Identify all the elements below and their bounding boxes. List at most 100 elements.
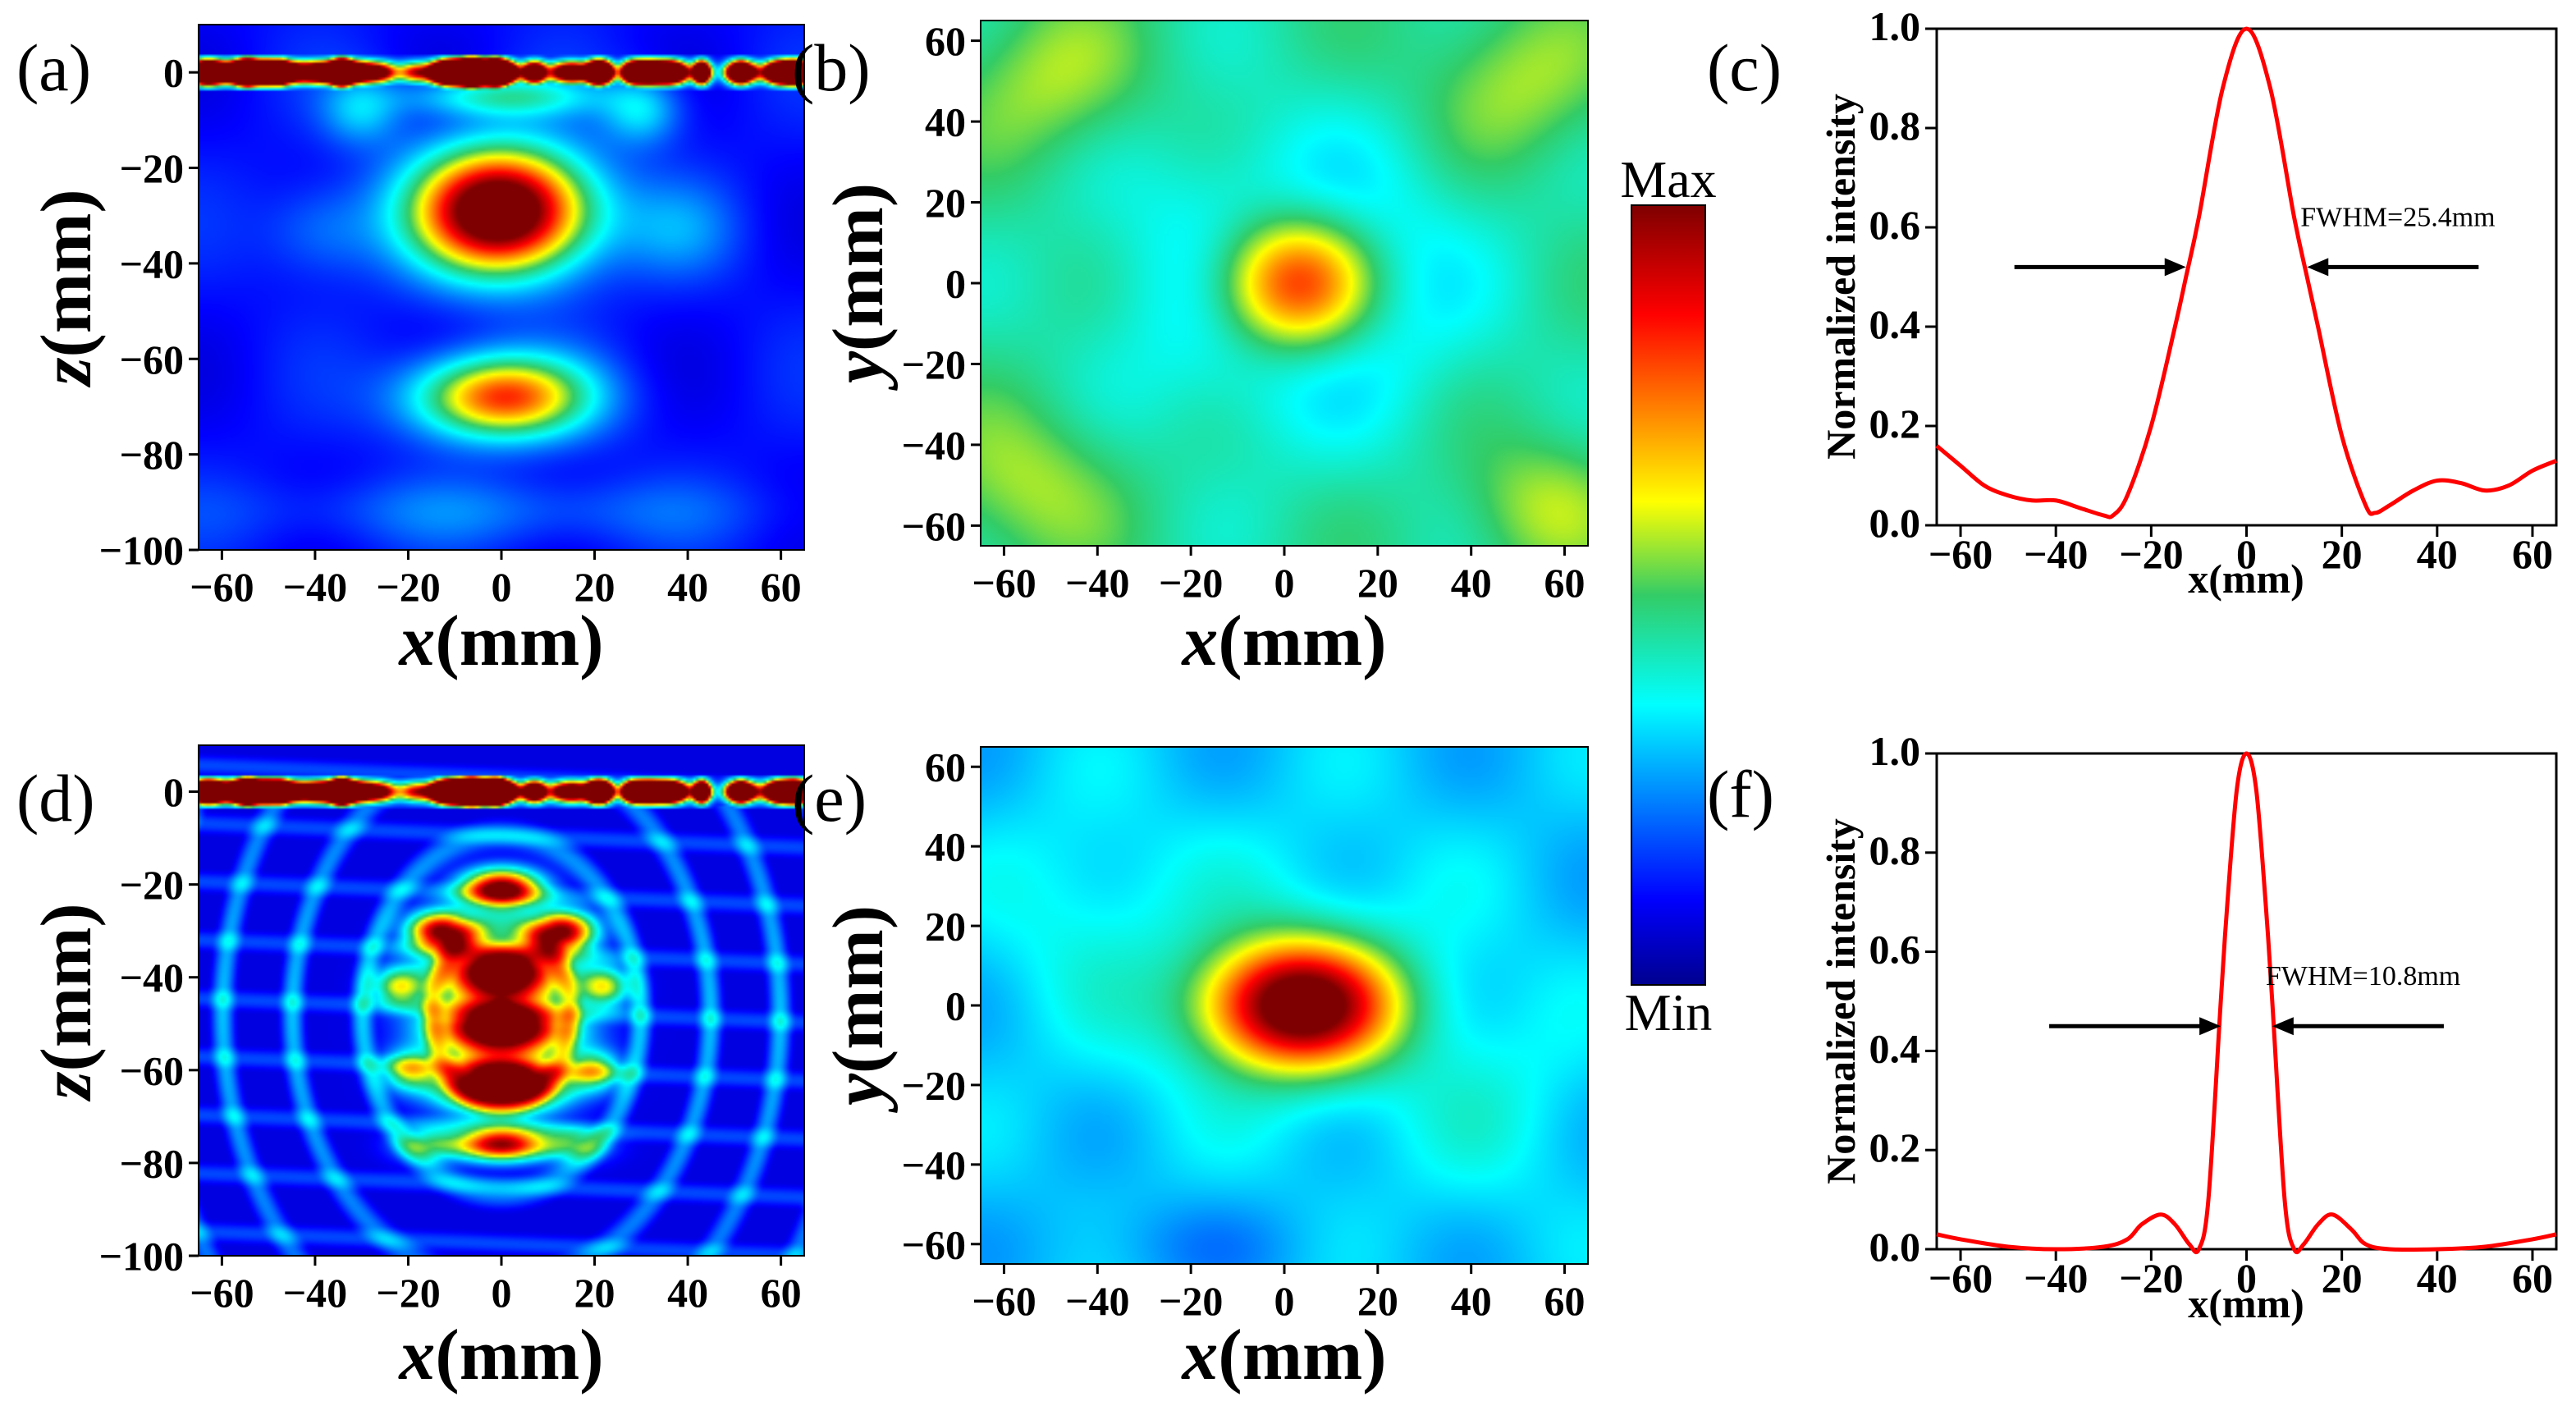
panel-a: (a) −60 −40 −20 0 20 40 60 −100 −80 −60 −40 −20 0 x(… [16, 24, 805, 681]
x-axis-title-a: x(mm) [397, 602, 603, 681]
heatmap-d [199, 745, 804, 1256]
intensity-line [1935, 26, 2557, 520]
x-tick-label: 0 [1274, 560, 1295, 606]
panel-f: (f) −60 −40 −20 0 20 40 60 0.0 0.2 0.4 0.6 0.8 1.0 FW… [1707, 728, 2558, 1326]
x-tick-label: 20 [574, 1270, 615, 1316]
x-tick-label: 60 [1544, 1278, 1585, 1324]
x-axis-title-f: x(mm) [2188, 1280, 2304, 1326]
fwhm-annotation: FWHM=25.4mm [2300, 202, 2495, 232]
y-tick-label: 0.0 [1869, 500, 1921, 546]
fwhm-right-arrowhead [2307, 258, 2329, 277]
fwhm-annotation: FWHM=10.8mm [2266, 961, 2460, 991]
colorbar-max-label: Max [1620, 150, 1716, 208]
x-tick-label: −60 [972, 560, 1036, 606]
y-tick-label: −80 [120, 432, 185, 478]
y-tick-label: 0.6 [1869, 202, 1921, 248]
x-tick-label: −40 [283, 564, 348, 610]
x-tick-label: 40 [1451, 560, 1492, 606]
x-tick-label: −20 [2119, 531, 2184, 577]
y-tick-label: 1.0 [1869, 728, 1921, 774]
y-tick-label: −60 [120, 1047, 185, 1093]
x-tick-label: −60 [1929, 531, 1993, 577]
colorbar-gradient [1631, 204, 1706, 986]
plot-c: −60 −40 −20 0 20 40 60 0.0 0.2 0.4 0.6 0.8 1.0 FWHM=2… [1869, 3, 2557, 577]
panel-label-e: (e) [792, 761, 867, 836]
heatmap-e [981, 747, 1588, 1264]
y-tick-label: 0 [163, 50, 184, 96]
panel-label-b: (b) [792, 30, 871, 105]
panel-label-f: (f) [1707, 757, 1774, 831]
y-axis-title-d: z(mm) [27, 903, 107, 1101]
x-tick-label: 20 [1357, 1278, 1398, 1324]
ticks-a: −60 −40 −20 0 20 40 60 −100 −80 −60 −40 −20 0 [99, 50, 802, 610]
y-tick-label: 40 [925, 824, 966, 870]
panel-c: (c) −60 −40 −20 0 20 40 60 0.0 0.2 0.4 0.6 0.8 1.0 FW… [1707, 3, 2558, 602]
x-tick-label: 0 [2236, 531, 2257, 577]
y-tick-label: 0.2 [1869, 1124, 1921, 1170]
heatmap-a [199, 25, 804, 550]
y-tick-label: 0.0 [1869, 1224, 1921, 1270]
y-tick-label: −60 [120, 337, 185, 382]
x-tick-label: −20 [376, 1270, 441, 1316]
colorbar: Max Min [1620, 150, 1716, 1042]
x-tick-label: 20 [574, 564, 615, 610]
panel-e: (e) −60 −40 −20 0 20 40 60 −60 −40 −20 0 20 40 60 x(m… [792, 744, 1589, 1395]
panel-label-c: (c) [1707, 30, 1782, 105]
x-tick-label: −60 [1929, 1255, 1993, 1301]
x-axis-title-d: x(mm) [397, 1316, 603, 1395]
x-tick-label: 40 [667, 1270, 708, 1316]
panel-b: (b) −60 −40 −20 0 20 40 60 −60 −40 −20 0 20 40 60 x(m… [792, 18, 1589, 681]
x-tick-label: −60 [972, 1278, 1036, 1324]
y-tick-label: −40 [120, 240, 185, 286]
x-tick-label: 20 [2322, 531, 2363, 577]
ticks-b: −60 −40 −20 0 20 40 60 −60 −40 −20 0 20 40 60 [902, 18, 1585, 606]
x-tick-label: 20 [1357, 560, 1398, 606]
y-axis-title-e: y(mm) [819, 905, 899, 1113]
x-tick-label: 60 [2512, 1255, 2553, 1301]
y-tick-label: −40 [902, 1142, 967, 1188]
panel-label-d: (d) [16, 761, 95, 836]
y-tick-label: −60 [902, 503, 967, 549]
y-tick-label: −20 [902, 1062, 967, 1108]
y-tick-label: −100 [99, 1234, 185, 1280]
y-tick-label: −20 [902, 341, 967, 387]
heatmap-b [981, 21, 1588, 546]
y-tick-label: 0 [163, 769, 184, 815]
colorbar-min-label: Min [1625, 983, 1713, 1042]
y-tick-label: 0.8 [1869, 103, 1921, 149]
x-tick-label: −60 [190, 564, 254, 610]
y-axis-title-c: Normalized intensity [1818, 94, 1864, 460]
y-tick-label: 0.8 [1869, 827, 1921, 873]
panel-label-a: (a) [16, 30, 91, 105]
x-tick-label: −40 [1065, 1278, 1130, 1324]
x-tick-label: 40 [667, 564, 708, 610]
y-tick-label: 20 [925, 180, 966, 226]
y-tick-label: −20 [120, 862, 185, 908]
ticks-e: −60 −40 −20 0 20 40 60 −60 −40 −20 0 20 40 60 [902, 744, 1585, 1324]
y-tick-label: 60 [925, 744, 966, 790]
y-tick-label: 40 [925, 99, 966, 145]
plot-f: −60 −40 −20 0 20 40 60 0.0 0.2 0.4 0.6 0.8 1.0 FWHM=1… [1869, 728, 2557, 1301]
y-axis-title-a: z(mm) [27, 189, 107, 387]
y-tick-label: −40 [120, 955, 185, 1001]
x-tick-label: 0 [1274, 1278, 1295, 1324]
y-tick-label: 20 [925, 904, 966, 950]
x-tick-label: 20 [2322, 1255, 2363, 1301]
x-tick-label: 0 [2236, 1255, 2257, 1301]
x-tick-label: −20 [1159, 560, 1224, 606]
intensity-line [1936, 751, 2557, 1255]
x-tick-label: 40 [2417, 1255, 2458, 1301]
y-tick-label: 0.6 [1869, 927, 1921, 973]
y-tick-label: 0 [945, 983, 966, 1029]
fwhm-left-arrowhead [2199, 1017, 2221, 1036]
x-axis-title-b: x(mm) [1180, 602, 1386, 681]
y-tick-label: −60 [902, 1221, 967, 1267]
fwhm-right-arrowhead [2272, 1017, 2294, 1036]
y-tick-label: −100 [99, 528, 185, 574]
y-tick-label: −80 [120, 1140, 185, 1186]
x-axis-title-e: x(mm) [1180, 1316, 1386, 1395]
y-tick-label: 0 [945, 261, 966, 307]
y-tick-label: −40 [902, 422, 967, 468]
x-tick-label: −60 [190, 1270, 254, 1316]
y-tick-label: 60 [925, 18, 966, 64]
